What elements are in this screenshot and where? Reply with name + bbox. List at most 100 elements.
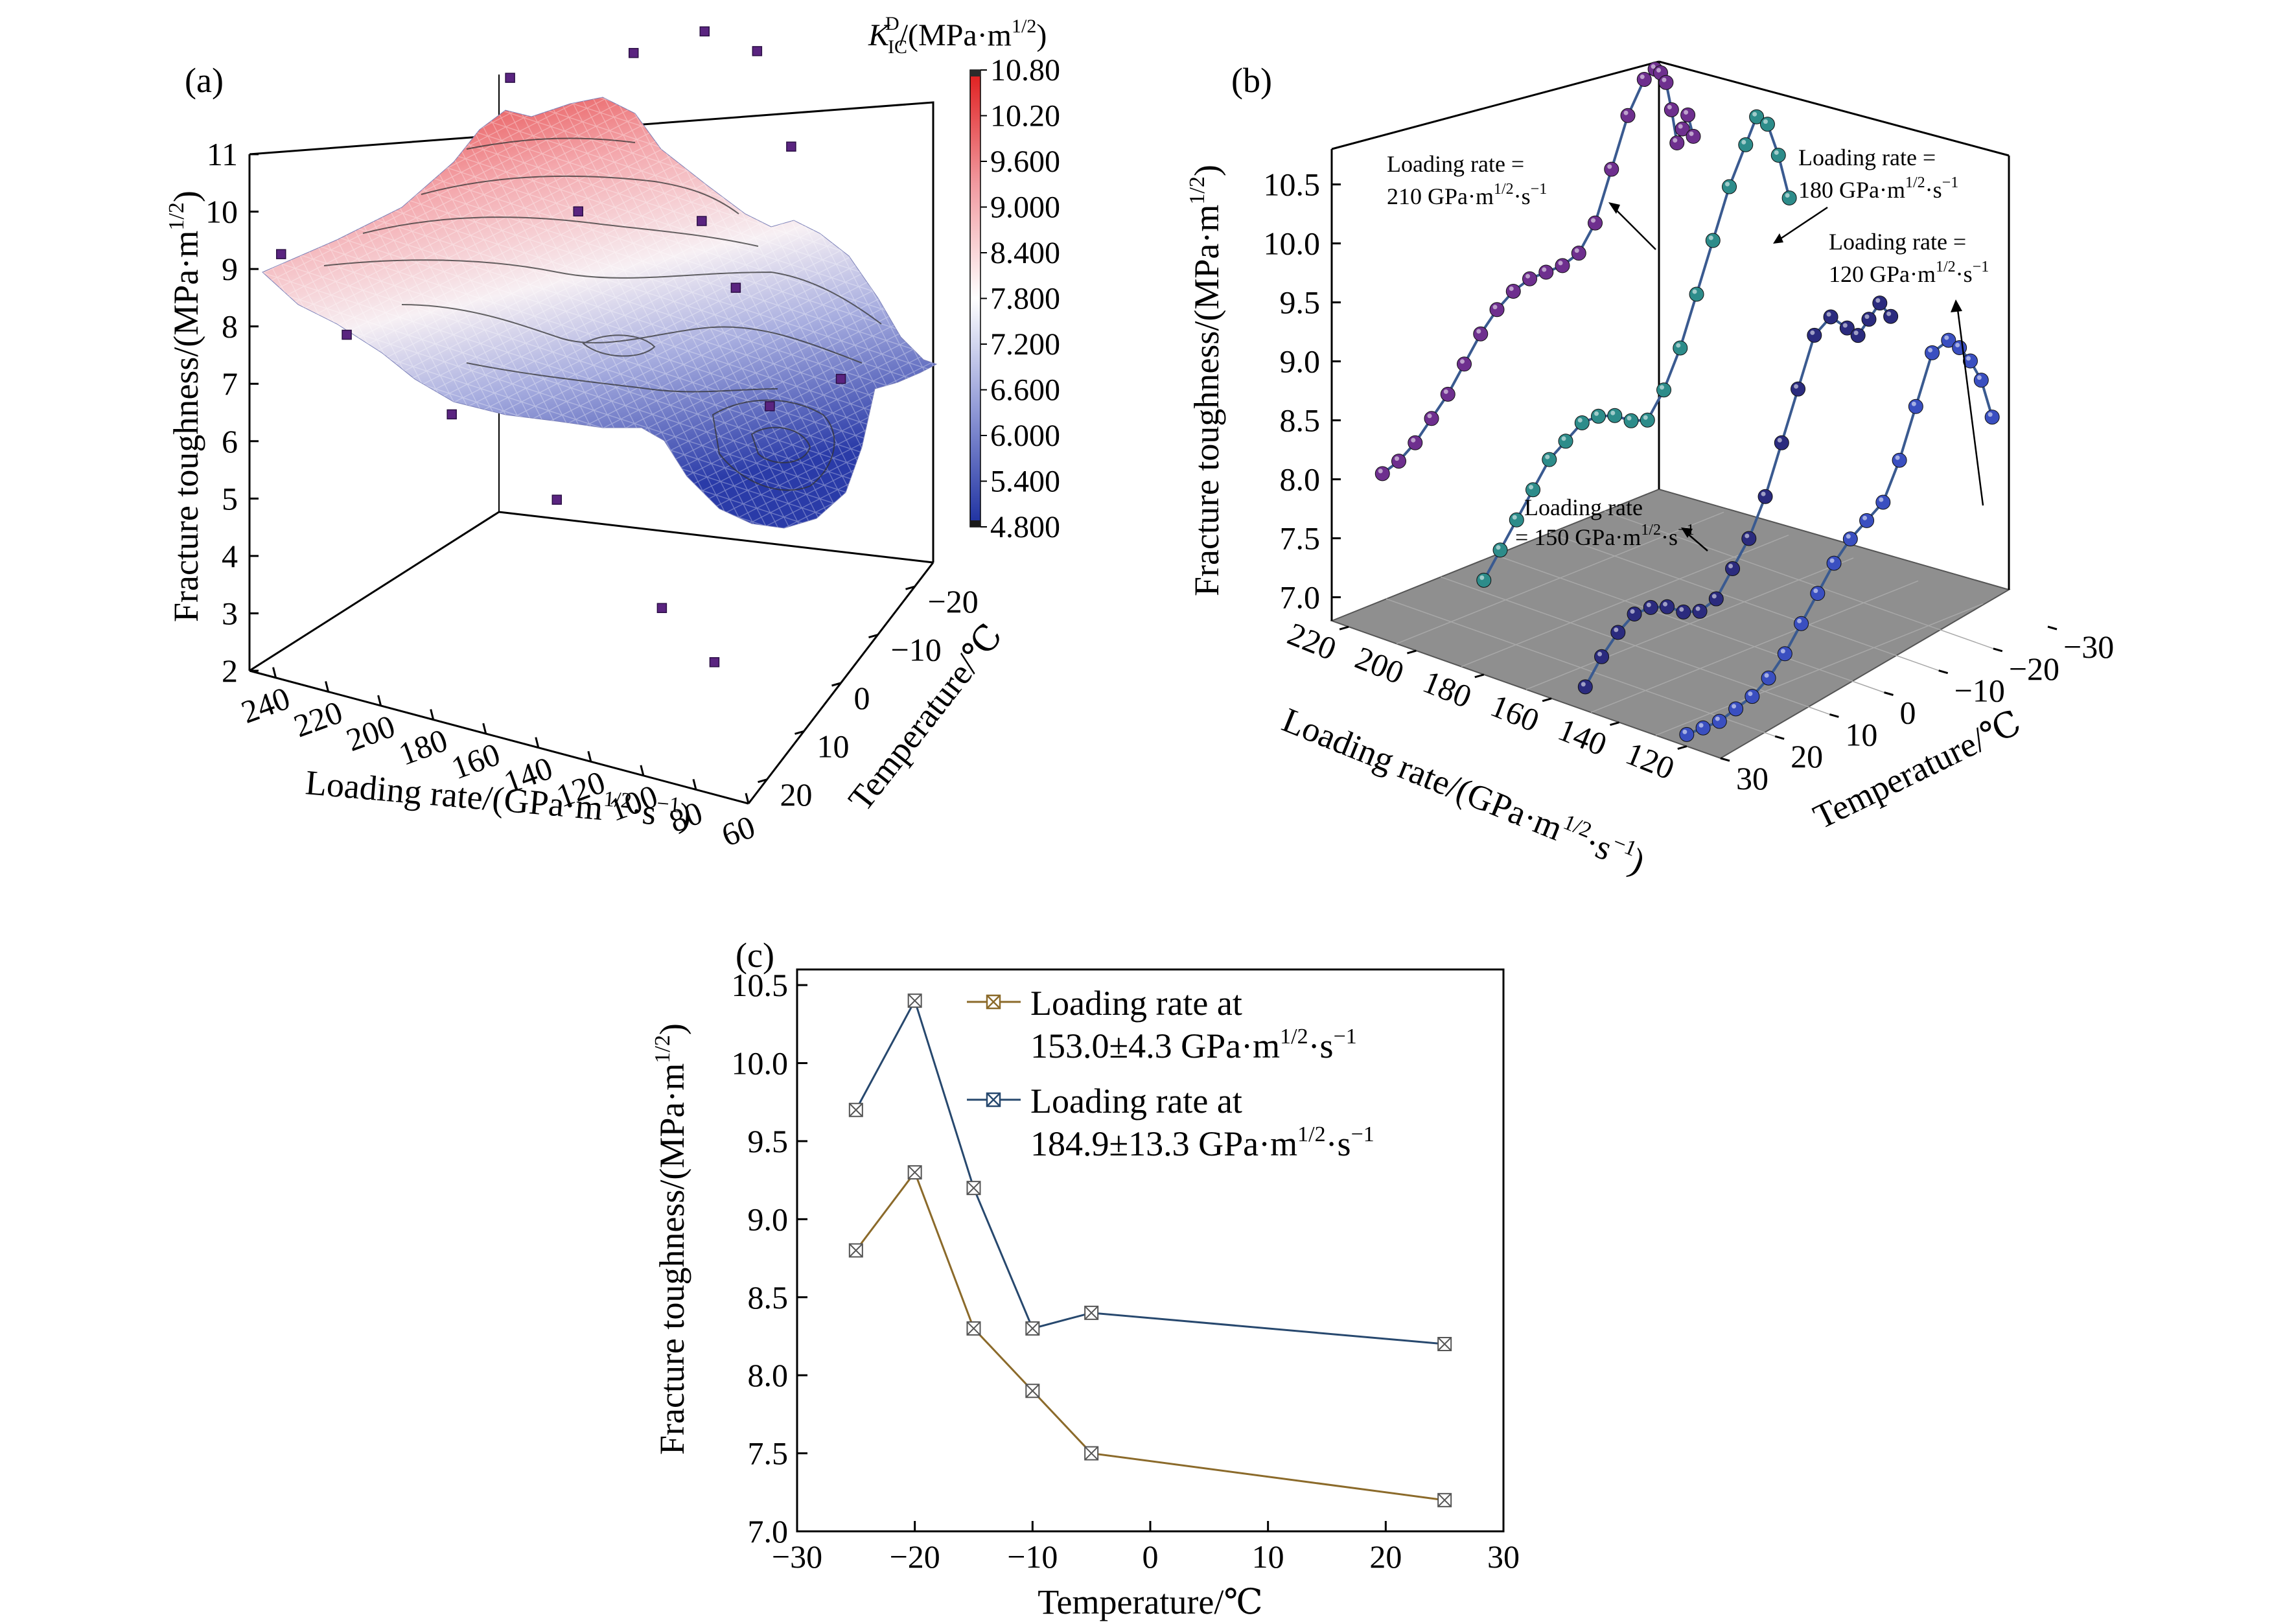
panel-b-y-tick-label: −10 xyxy=(1954,673,2005,709)
panel-b-y-ticks: −30−20−10 0 10 20 30 xyxy=(1720,625,2114,796)
panel-b-point-highlight xyxy=(1607,164,1612,169)
panel-b-point-highlight xyxy=(1581,682,1586,687)
panel-b-series-point xyxy=(1826,555,1842,571)
panel-b-series-point xyxy=(1728,701,1744,717)
panel-b-x-tick-label: 160 xyxy=(1485,687,1544,739)
panel-b-series-point xyxy=(1741,531,1757,546)
panel-a-data-point xyxy=(505,73,515,83)
panel-c-series-2 xyxy=(848,993,1452,1351)
panel-a-x-tick-mark xyxy=(692,779,697,790)
panel-b-point-highlight xyxy=(1846,534,1851,539)
panel-b-series-point xyxy=(1574,415,1590,430)
panel-a-x-tick-label: 200 xyxy=(342,708,400,758)
panel-b-series-120 xyxy=(1679,332,2000,742)
panel-c-data-point xyxy=(966,1181,981,1196)
panel-b-point-highlight xyxy=(1780,649,1785,654)
panel-b-point-highlight xyxy=(1651,64,1656,69)
panel-c-series-line xyxy=(855,1170,1445,1502)
panel-b-series-point xyxy=(1643,599,1658,615)
panel-b-point-highlight xyxy=(1853,331,1859,336)
panel-a-y-tick-mark xyxy=(794,730,804,735)
panel-b-point-highlight xyxy=(1676,343,1681,348)
panel-b-z-tick-label: 9.5 xyxy=(1280,284,1321,321)
panel-b-point-highlight xyxy=(1678,124,1683,129)
panel-b-series-point xyxy=(1610,625,1626,640)
panel-b-series-point xyxy=(1374,466,1390,481)
panel-c-x-tick-label: 0 xyxy=(1142,1538,1159,1575)
panel-b-z-tick-label: 8.0 xyxy=(1280,461,1321,498)
panel-c-data-point xyxy=(1084,1305,1099,1320)
panel-b-point-highlight xyxy=(1725,181,1730,187)
panel-c-data-point xyxy=(966,1321,981,1336)
panel-b-label: (b) xyxy=(1231,61,1272,100)
panel-b-point-highlight xyxy=(1785,192,1790,198)
panel-a-z-tick-label: 11 xyxy=(207,136,238,172)
colorbar-tick-label: 10.20 xyxy=(990,99,1060,133)
panel-a-x-tick-mark xyxy=(535,737,540,748)
panel-b-annotation-arrowheads xyxy=(1608,202,1962,538)
panel-b-series-point xyxy=(1850,328,1866,343)
panel-c-data-point xyxy=(1025,1384,1040,1398)
panel-b-point-highlight xyxy=(1862,515,1868,520)
panel-c-x-ticks: −30 −20 −10 0 10 20 30 xyxy=(772,1521,1520,1575)
panel-b-series-point xyxy=(1538,264,1554,280)
panel-b-series-point xyxy=(1925,345,1940,360)
panel-b-series-point xyxy=(1875,494,1891,510)
panel-b-z-ticks: 7.0 7.5 8.0 8.5 9.0 9.5 10.0 10.5 xyxy=(1264,167,1341,616)
panel-a-label: (a) xyxy=(185,61,224,100)
panel-b-series-point xyxy=(1689,286,1704,302)
panel-b-point-highlight xyxy=(1879,497,1884,502)
colorbar-tick-label: 6.000 xyxy=(990,419,1060,453)
panel-b-y-tick-mark xyxy=(1884,691,1894,696)
colorbar-tick-label: 4.800 xyxy=(990,510,1060,544)
panel-b-point-highlight xyxy=(1764,673,1769,678)
panel-b-point-highlight xyxy=(1525,273,1531,279)
panel-b-series-point xyxy=(1391,454,1407,469)
panel-b-series-point xyxy=(1861,312,1877,327)
panel-b-series-point xyxy=(1810,586,1826,601)
panel-b-z-tick-label: 9.0 xyxy=(1280,343,1321,380)
panel-b-series-point xyxy=(1842,531,1858,547)
panel-b-point-highlight xyxy=(1695,606,1700,611)
panel-c-series xyxy=(848,993,1452,1507)
panel-b-series-point xyxy=(1738,137,1754,152)
panel-b-y-tick-label: −30 xyxy=(2063,629,2114,665)
panel-c-y-tick-label: 10.5 xyxy=(732,967,789,1003)
panel-b-x-tick-label: 200 xyxy=(1351,639,1409,691)
panel-b-series-point xyxy=(1555,258,1570,273)
panel-b-point-highlight xyxy=(1711,594,1717,599)
panel-b-point-highlight xyxy=(1944,335,1949,340)
panel-a-y-tick-label: −10 xyxy=(891,632,942,668)
panel-b-series-point xyxy=(1757,489,1773,504)
panel-b-series-point xyxy=(1695,720,1711,736)
annotation-120: Loading rate = 120 GPa·m1/2·s−1 xyxy=(1829,229,1989,287)
panel-c-data-point xyxy=(907,1165,922,1180)
panel-c-series-1 xyxy=(848,1165,1452,1507)
panel-b-series-point xyxy=(1770,147,1786,163)
panel-a-data-point xyxy=(697,216,707,226)
panel-b-point-highlight xyxy=(1509,286,1514,291)
panel-a-data-points xyxy=(276,26,846,667)
panel-b-series-point xyxy=(1558,434,1573,449)
panel-b-point-highlight xyxy=(1752,111,1757,117)
panel-a-data-point xyxy=(786,141,796,152)
panel-a-data-point xyxy=(276,249,286,259)
panel-b-point-highlight xyxy=(1928,347,1933,353)
panel-b-scatter3d-plot: (b) 7.07.58.08.59.09.510.010.5 220 200 180… xyxy=(1185,60,2114,881)
panel-b-z-tick-label: 8.5 xyxy=(1280,402,1321,439)
colorbar-title: KICD/(MPa·m1/2) xyxy=(868,13,1047,58)
panel-a-y-tick-mark xyxy=(905,585,915,590)
panel-b-point-highlight xyxy=(1395,456,1400,461)
panel-b-point-highlight xyxy=(1476,329,1481,334)
panel-c-x-tick-label: 30 xyxy=(1487,1538,1520,1575)
panel-a-surface-mesh xyxy=(262,97,936,528)
panel-b-point-highlight xyxy=(1614,627,1619,632)
panel-b-y-tick-mark xyxy=(2047,625,2058,631)
panel-b-point-highlight xyxy=(1529,485,1534,490)
panel-b-point-highlight xyxy=(1660,385,1665,390)
panel-b-point-highlight xyxy=(1741,139,1746,145)
panel-b-series-point xyxy=(1807,327,1822,343)
panel-a-z-tick-label: 6 xyxy=(222,423,238,459)
panel-a-z-tick-label: 3 xyxy=(222,595,238,631)
panel-c-series-line xyxy=(855,998,1445,1345)
